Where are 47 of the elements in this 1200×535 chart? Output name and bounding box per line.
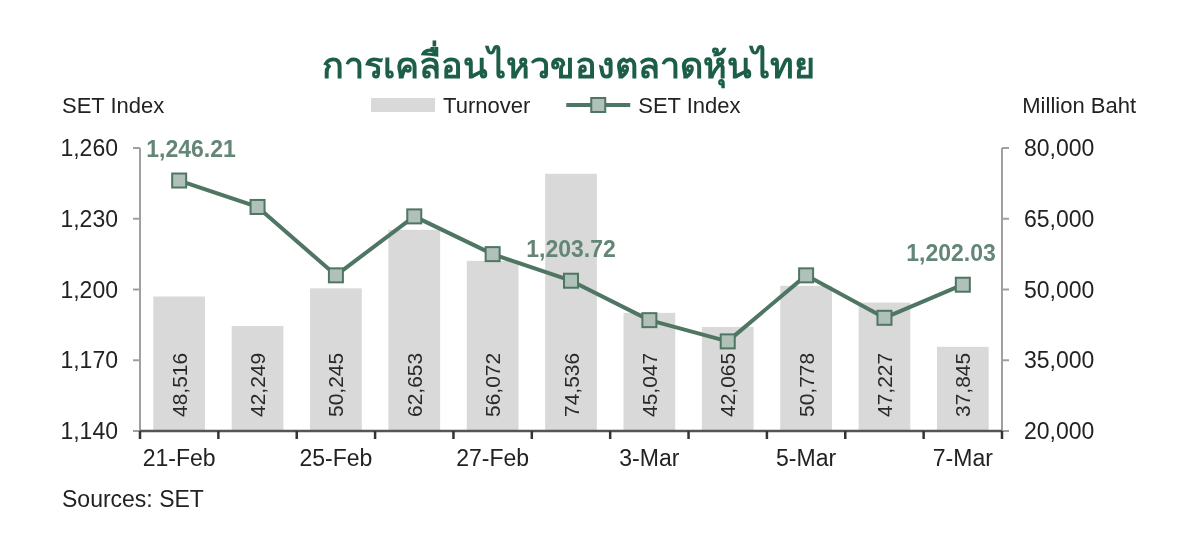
point [719,333,736,350]
x-tick-label: 25-Feb [299,445,373,471]
legend-label: Turnover [443,92,531,118]
y2-tick-label: 35,000 [1024,347,1095,374]
chart-title: การเคลื่อนไหวของตลาดหุ้นไทย [321,40,815,89]
data-label: 48,516 [167,352,191,417]
y2-tick-label: 80,000 [1024,135,1095,161]
y2-tick-label: 65,000 [1024,205,1095,232]
data-label: 74,536 [559,352,583,417]
x-tick-label: 21-Feb [142,445,216,471]
source-note: Sources: SET [62,486,204,512]
data-label: 1,203.72 [526,235,616,262]
point [563,272,579,289]
point [798,267,815,284]
x-tick-label: 5-Mar [776,445,837,471]
point [641,312,658,329]
y2-tick-label: 50,000 [1024,276,1095,303]
point [876,309,893,326]
x-tick-label: 3-Mar [619,445,680,471]
data-label: 50,245 [324,352,348,417]
data-label: 56,072 [481,352,505,417]
y-tick-label: 1,230 [60,205,118,232]
y-tick-label: 1,170 [60,347,118,374]
point [171,172,188,189]
data-label: 37,845 [951,352,975,417]
point [406,208,423,225]
data-label: 45,047 [637,352,661,417]
data-label: 1,202.03 [906,239,996,266]
point [954,276,971,293]
point [249,198,266,215]
data-label: 1,246.21 [146,135,236,162]
data-label: 47,227 [872,352,896,417]
y-axis-title: SET Index [62,93,165,118]
y-tick-label: 1,140 [60,418,118,444]
point [327,267,344,284]
y2-tick-label: 20,000 [1024,418,1095,444]
point [484,246,501,263]
data-label: 50,778 [794,352,818,417]
data-label: 42,065 [716,352,740,417]
y-tick-label: 1,200 [60,276,118,303]
legend-label: SET Index [638,92,741,118]
data-label: 62,653 [402,352,426,417]
y-tick-label: 1,260 [60,135,118,161]
x-tick-label: 27-Feb [456,445,530,471]
y2-axis-title: Million Baht [1022,93,1136,118]
x-tick-label: 7-Mar [932,445,994,471]
data-label: 42,249 [246,352,270,417]
